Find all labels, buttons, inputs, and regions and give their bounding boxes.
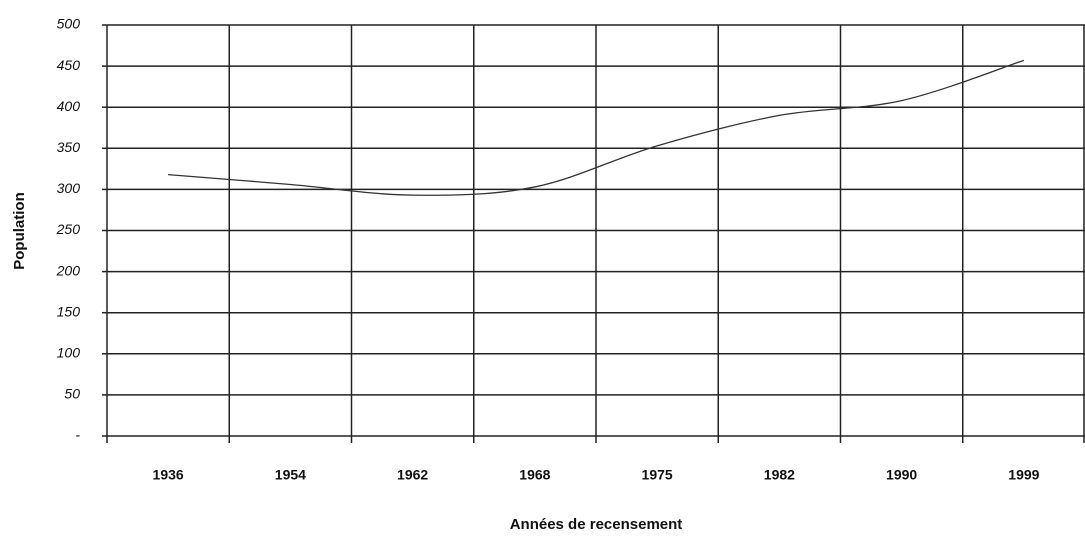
y-tick-label: 500 <box>57 16 81 32</box>
x-tick-label: 1982 <box>764 467 795 483</box>
x-tick-label: 1954 <box>275 467 306 483</box>
y-tick-label: 450 <box>57 57 81 73</box>
y-tick-label: 350 <box>57 139 81 155</box>
x-tick-label: 1975 <box>642 467 673 483</box>
series-line <box>168 59 1025 196</box>
y-axis-label: Population <box>11 192 28 270</box>
x-axis-label: Années de recensement <box>510 516 683 533</box>
y-tick-label: 250 <box>56 221 81 237</box>
y-tick-label: 100 <box>57 345 81 361</box>
x-tick-label: 1990 <box>886 467 917 483</box>
y-tick-label: - <box>75 427 80 443</box>
x-tick-label: 1936 <box>153 467 184 483</box>
x-tick-label: 1962 <box>397 467 428 483</box>
x-tick-label: 1999 <box>1008 467 1039 483</box>
x-tick-label: 1968 <box>519 467 550 483</box>
y-tick-label: 50 <box>64 386 80 402</box>
y-tick-label: 200 <box>56 262 81 278</box>
y-tick-label: 400 <box>57 98 81 114</box>
y-tick-label: 150 <box>57 303 81 319</box>
y-tick-label: 300 <box>57 180 81 196</box>
